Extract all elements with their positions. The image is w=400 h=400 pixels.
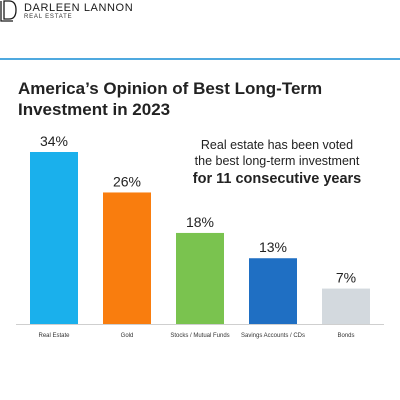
brand-name: DARLEEN LANNON — [24, 2, 134, 14]
bar-chart: 34% Real Estate 26% Gold 18% Stocks / Mutual … — [16, 133, 384, 339]
bar — [249, 258, 297, 324]
data-label: 18% — [186, 214, 214, 230]
bar — [176, 232, 224, 324]
x-tick-label: Bonds — [337, 333, 354, 339]
chart-title: America’s Opinion of Best Long-Term Inve… — [18, 79, 323, 119]
x-tick-label: Stocks / Mutual Funds — [170, 333, 229, 339]
x-tick-label: Real Estate — [38, 333, 70, 339]
bar — [103, 192, 151, 324]
callout-line-2: the best long-term investment — [194, 154, 360, 168]
data-label: 13% — [259, 239, 287, 255]
x-tick-label: Gold — [121, 333, 134, 339]
brand-header: DARLEEN LANNON REAL ESTATE — [0, 0, 400, 40]
callout-text: Real estate has been voted the best long… — [172, 137, 382, 189]
callout-line-3: for 11 consecutive years — [192, 171, 362, 187]
bar — [322, 288, 370, 324]
accent-rule — [0, 58, 400, 60]
data-label: 34% — [40, 133, 68, 149]
brand-subtitle: REAL ESTATE — [24, 14, 73, 20]
callout-line-1: Real estate has been voted — [200, 138, 354, 152]
bar — [30, 152, 78, 324]
data-label: 26% — [113, 173, 141, 189]
data-label: 7% — [336, 270, 356, 286]
logo-icon — [0, 0, 17, 22]
x-tick-label: Savings Accounts / CDs — [241, 333, 305, 339]
